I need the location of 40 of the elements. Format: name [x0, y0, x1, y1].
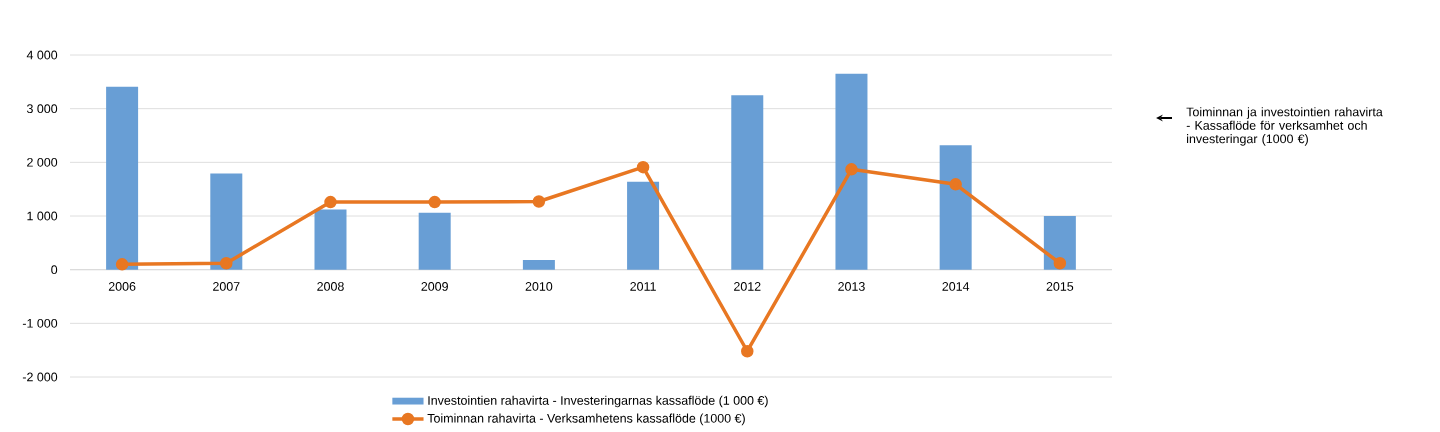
point: [845, 163, 858, 176]
point: [115, 258, 129, 271]
bar: [939, 145, 972, 270]
bar: [210, 173, 243, 270]
y-tick-label: 4 000: [26, 50, 58, 60]
bar: [835, 73, 868, 270]
legend-label: Investointien rahavirta - Investeringarnas kassaflöde (1 000 €): [428, 395, 768, 408]
y-tick-label: -2 000: [22, 372, 58, 382]
x-tick-label: 2009: [421, 282, 448, 291]
point: [532, 195, 546, 208]
point: [324, 195, 337, 209]
x-tick-label: 2012: [734, 282, 761, 291]
bar: [1043, 216, 1076, 270]
legend-label: Toiminnan rahavirta - Verksamhetens kassaflöde (1000 €): [427, 413, 745, 426]
point: [428, 195, 441, 209]
bar: [106, 86, 139, 270]
x-tick-label: 2014: [942, 282, 970, 291]
bar: [627, 181, 660, 270]
bar: [314, 209, 347, 270]
point: [949, 178, 962, 191]
bar: [731, 95, 764, 270]
y-tick-label: 2 000: [27, 157, 58, 167]
point: [1053, 256, 1067, 270]
bar: [522, 260, 555, 270]
point: [636, 160, 650, 174]
x-tick-label: 2013: [838, 282, 865, 291]
y-tick-label: -1 000: [22, 318, 58, 328]
x-tick-label: 2008: [317, 282, 344, 291]
point: [220, 256, 233, 270]
point: [741, 344, 754, 358]
x-tick-label: 2007: [213, 282, 240, 291]
x-tick-label: 2015: [1046, 282, 1074, 291]
bar: [418, 212, 451, 270]
text: Toiminnan ja investointien rahavirta - Kassaflöde för verksamhet och investeringar (1000 €): [1186, 107, 1383, 146]
y-tick-label: 0: [51, 265, 58, 275]
x-tick-label: 2006: [108, 282, 136, 291]
x-tick-label: 2010: [525, 282, 553, 291]
y-tick-label: 1 000: [27, 211, 58, 221]
x-tick-label: 2011: [630, 282, 656, 291]
y-tick-label: 3 000: [26, 104, 58, 114]
